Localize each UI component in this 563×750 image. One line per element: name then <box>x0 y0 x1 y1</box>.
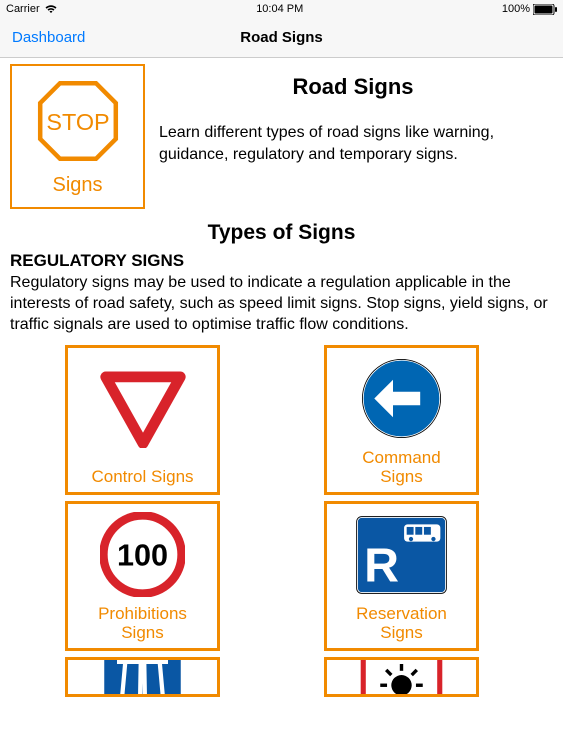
nav-bar: Dashboard Road Signs <box>0 18 563 58</box>
status-left: Carrier <box>6 3 58 15</box>
card-icon-wrap: 100 <box>100 504 185 605</box>
card-icon-wrap: R <box>354 504 449 605</box>
hero-title: Road Signs <box>159 74 547 100</box>
card-label: ProhibitionsSigns <box>98 605 187 648</box>
stop-sign-icon: STOP <box>33 76 123 166</box>
yield-sign-icon <box>98 368 188 448</box>
status-bar: Carrier 10:04 PM 100% <box>0 0 563 18</box>
sun-icon <box>359 657 444 697</box>
page-title: Road Signs <box>240 29 323 46</box>
card-icon-wrap <box>359 348 444 449</box>
stop-card-label: Signs <box>52 174 102 197</box>
back-button[interactable]: Dashboard <box>12 29 85 46</box>
card-label: ReservationSigns <box>356 605 447 648</box>
reservation-signs-card[interactable]: R ReservationSigns <box>324 501 479 651</box>
partial-card-1[interactable] <box>65 657 220 697</box>
section-description: Regulatory signs may be used to indicate… <box>10 273 553 335</box>
wifi-icon <box>44 4 58 14</box>
card-icon-wrap <box>100 657 185 697</box>
command-arrow-icon <box>359 356 444 441</box>
status-right: 100% <box>502 3 557 15</box>
command-signs-card[interactable]: CommandSigns <box>324 345 479 495</box>
signs-grid: Control Signs CommandSigns 100 Prohibiti… <box>10 345 553 697</box>
battery-label: 100% <box>502 3 530 15</box>
control-signs-card[interactable]: Control Signs <box>65 345 220 495</box>
card-icon-wrap <box>98 348 188 467</box>
hero-text: Road Signs Learn different types of road… <box>159 64 553 209</box>
types-title: Types of Signs <box>10 221 553 245</box>
section-label: REGULATORY SIGNS <box>10 251 553 271</box>
card-label: CommandSigns <box>362 449 440 492</box>
card-icon-wrap <box>359 657 444 697</box>
svg-text:STOP: STOP <box>46 109 109 135</box>
prohibitions-signs-card[interactable]: 100 ProhibitionsSigns <box>65 501 220 651</box>
svg-text:R: R <box>364 538 399 592</box>
content: STOP Signs Road Signs Learn different ty… <box>0 58 563 703</box>
reservation-icon: R <box>354 514 449 596</box>
partial-card-2[interactable] <box>324 657 479 697</box>
stop-signs-card[interactable]: STOP Signs <box>10 64 145 209</box>
status-time: 10:04 PM <box>256 3 303 15</box>
speed-limit-icon: 100 <box>100 512 185 597</box>
hero-description: Learn different types of road signs like… <box>159 122 547 165</box>
motorway-icon <box>100 657 185 697</box>
card-label: Control Signs <box>91 468 193 493</box>
hero-row: STOP Signs Road Signs Learn different ty… <box>10 64 553 209</box>
svg-text:100: 100 <box>117 539 168 573</box>
carrier-label: Carrier <box>6 3 40 15</box>
battery-icon <box>533 4 557 15</box>
